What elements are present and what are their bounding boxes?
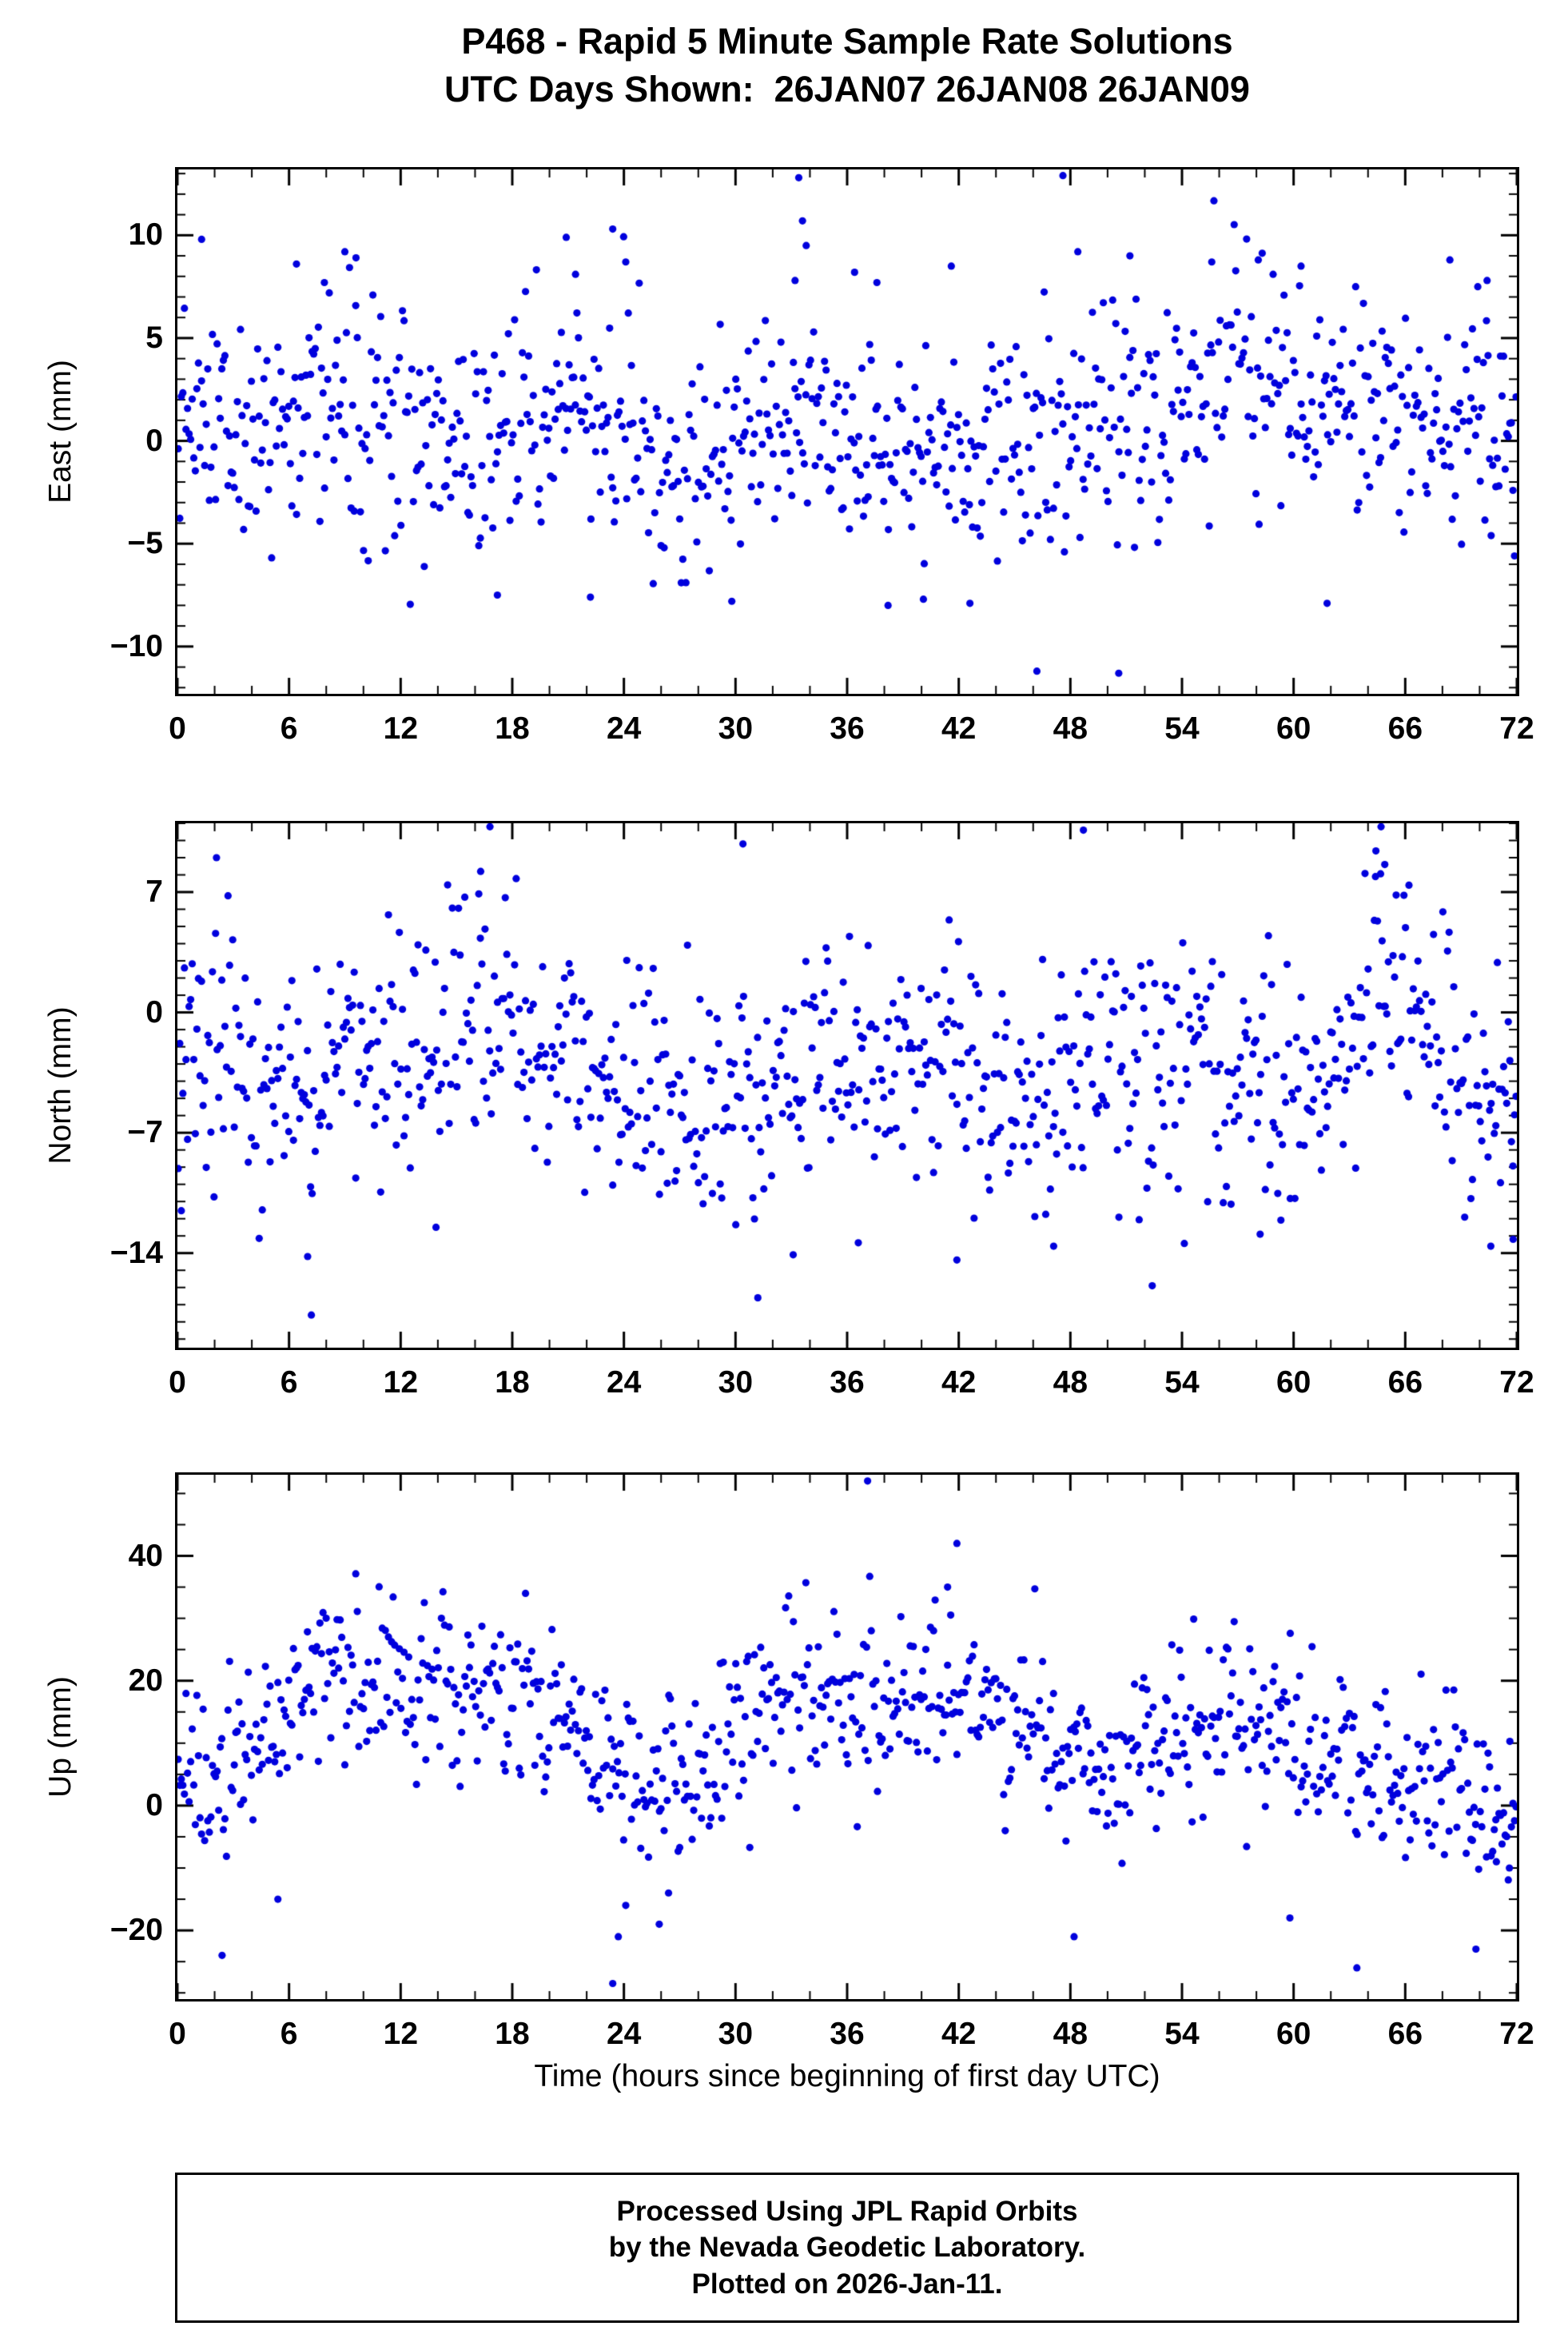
x-tick-label: 54 (1164, 2017, 1200, 2051)
panel-north (175, 821, 1519, 1350)
x-tick-label: 12 (383, 1365, 419, 1400)
footer-line-2: by the Nevada Geodetic Laboratory. (608, 2232, 1086, 2264)
x-tick-label: 18 (495, 711, 530, 746)
y-tick-label: 10 (128, 217, 163, 253)
x-tick-label: 60 (1275, 711, 1311, 746)
y-tick-label: −20 (109, 1913, 163, 1948)
y-tick-label: −7 (127, 1115, 163, 1150)
x-tick-label: 18 (495, 2017, 530, 2051)
panel-east (175, 167, 1519, 696)
x-tick-label: 42 (941, 2017, 977, 2051)
y-tick-label: 0 (145, 994, 163, 1030)
x-tick-label: 0 (169, 711, 186, 746)
y-tick-label: 7 (145, 874, 163, 910)
up-plot-canvas (177, 1475, 1517, 1999)
north-axis-label: North (mm) (43, 1006, 78, 1165)
x-tick-label: 42 (941, 711, 977, 746)
x-tick-label: 30 (718, 711, 754, 746)
x-tick-label: 48 (1053, 1365, 1088, 1400)
north-plot-canvas (177, 823, 1517, 1348)
x-tick-label: 60 (1275, 2017, 1311, 2051)
east-plot-canvas (177, 169, 1517, 694)
east-axis-label: East (mm) (43, 360, 78, 504)
chart-title-line-1: P468 - Rapid 5 Minute Sample Rate Soluti… (461, 21, 1233, 62)
x-axis-title: Time (hours since beginning of first day… (534, 2059, 1160, 2093)
y-tick-label: −14 (109, 1235, 163, 1270)
chart-title-line-2: UTC Days Shown: 26JAN07 26JAN08 26JAN09 (444, 69, 1250, 110)
x-tick-label: 54 (1164, 1365, 1200, 1400)
x-tick-label: 6 (280, 2017, 298, 2051)
x-tick-label: 72 (1499, 711, 1534, 746)
x-tick-label: 18 (495, 1365, 530, 1400)
y-tick-label: −10 (109, 628, 163, 663)
x-tick-label: 66 (1387, 2017, 1423, 2051)
x-tick-label: 0 (169, 1365, 186, 1400)
x-tick-label: 0 (169, 2017, 186, 2051)
x-tick-label: 48 (1053, 711, 1088, 746)
footer-line-1: Processed Using JPL Rapid Orbits (616, 2195, 1078, 2227)
x-tick-label: 24 (606, 1365, 642, 1400)
x-tick-label: 12 (383, 711, 419, 746)
x-tick-label: 12 (383, 2017, 419, 2051)
footer-line-3: Plotted on 2026-Jan-11. (691, 2268, 1003, 2300)
x-tick-label: 60 (1275, 1365, 1311, 1400)
x-tick-label: 30 (718, 1365, 754, 1400)
panel-up (175, 1472, 1519, 2001)
y-tick-label: 0 (145, 423, 163, 458)
y-tick-label: 40 (128, 1538, 163, 1573)
x-tick-label: 30 (718, 2017, 754, 2051)
x-tick-label: 6 (280, 1365, 298, 1400)
footer-box: Processed Using JPL Rapid Orbits by the … (175, 2173, 1519, 2323)
x-tick-label: 24 (606, 711, 642, 746)
y-tick-label: 20 (128, 1663, 163, 1698)
y-tick-label: 0 (145, 1787, 163, 1822)
up-axis-label: Up (mm) (43, 1676, 78, 1798)
x-tick-label: 42 (941, 1365, 977, 1400)
x-tick-label: 36 (830, 1365, 865, 1400)
x-tick-label: 72 (1499, 2017, 1534, 2051)
x-tick-label: 66 (1387, 1365, 1423, 1400)
y-tick-label: −5 (127, 526, 163, 561)
x-tick-label: 6 (280, 711, 298, 746)
x-tick-label: 48 (1053, 2017, 1088, 2051)
x-tick-label: 66 (1387, 711, 1423, 746)
x-tick-label: 54 (1164, 711, 1200, 746)
x-tick-label: 36 (830, 2017, 865, 2051)
y-tick-label: 5 (145, 320, 163, 355)
x-tick-label: 36 (830, 711, 865, 746)
x-tick-label: 72 (1499, 1365, 1534, 1400)
x-tick-label: 24 (606, 2017, 642, 2051)
